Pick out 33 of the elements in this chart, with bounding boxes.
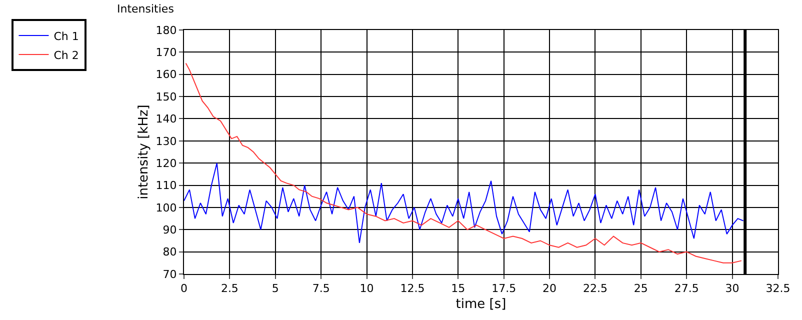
x-tick-label: 17.5 bbox=[492, 282, 516, 296]
y-tick-label: 180 bbox=[156, 24, 177, 37]
y-tick-label: 80 bbox=[162, 246, 177, 259]
x-tick-label: 20 bbox=[542, 282, 557, 296]
x-tick-label: 2.5 bbox=[220, 282, 238, 296]
y-tick-label: 120 bbox=[156, 156, 177, 170]
y-tick-label: 130 bbox=[156, 134, 177, 148]
line-series bbox=[185, 62, 742, 264]
x-tick-label: 25 bbox=[634, 282, 648, 296]
x-tick-label: 5 bbox=[272, 282, 279, 296]
x-tick-label: 27.5 bbox=[674, 282, 699, 296]
y-tick-label: 100 bbox=[156, 201, 177, 214]
legend-label: Ch 1 bbox=[54, 30, 79, 43]
x-tick-label: 10 bbox=[360, 282, 374, 296]
x-tick-label: 30 bbox=[725, 282, 740, 296]
y-tick-label: 160 bbox=[156, 68, 177, 82]
y-axis-title: intensity [kHz] bbox=[136, 104, 152, 200]
x-tick-label: 7.5 bbox=[312, 282, 330, 296]
y-tick-label: 90 bbox=[162, 223, 177, 236]
line-series bbox=[184, 162, 744, 244]
y-tick-label: 70 bbox=[162, 268, 177, 281]
y-tick-label: 170 bbox=[156, 46, 177, 60]
legend-label: Ch 2 bbox=[54, 48, 79, 62]
x-tick-label: 12.5 bbox=[400, 282, 425, 296]
y-tick-label: 110 bbox=[156, 179, 177, 192]
y-tick-label: 140 bbox=[156, 112, 177, 126]
x-axis-title: time [s] bbox=[456, 296, 506, 312]
x-tick-label: 32.5 bbox=[766, 282, 790, 296]
y-tick-label: 150 bbox=[156, 90, 177, 104]
x-tick-label: 22.5 bbox=[582, 282, 608, 296]
chart-title: Intensities bbox=[117, 2, 174, 16]
x-tick-label: 0 bbox=[180, 282, 188, 296]
x-tick-label: 15 bbox=[451, 282, 466, 296]
